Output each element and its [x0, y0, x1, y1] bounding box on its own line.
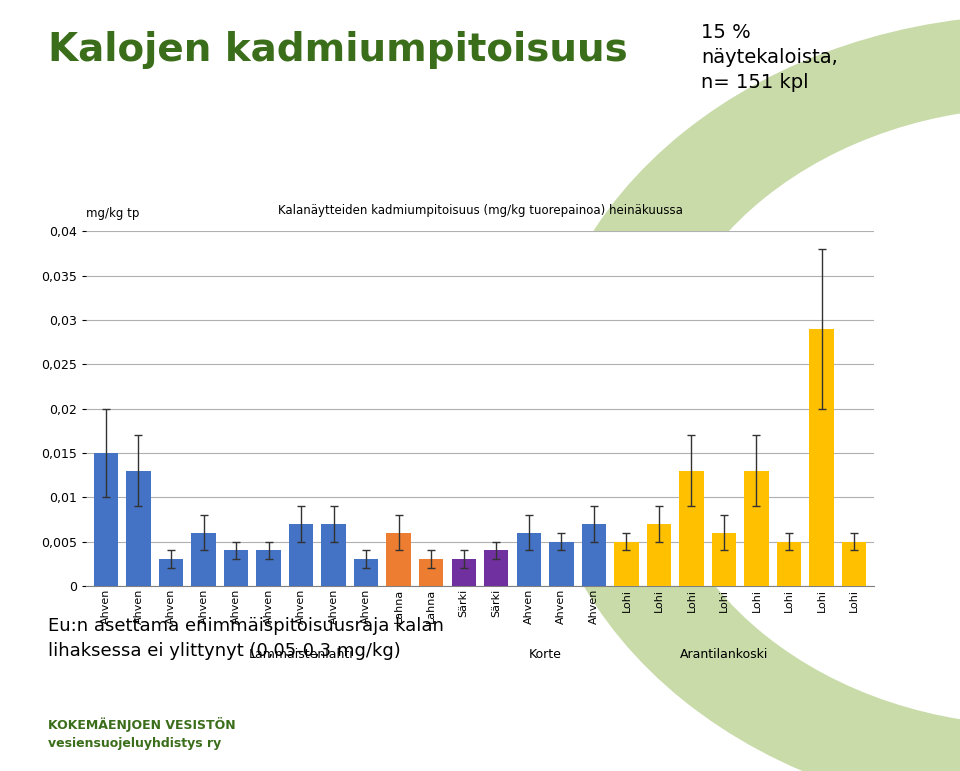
Text: Lammaistenlahti: Lammaistenlahti — [249, 648, 353, 662]
Text: mg/kg tp: mg/kg tp — [86, 207, 140, 220]
Bar — [451, 560, 476, 586]
Bar — [94, 453, 118, 586]
Bar — [224, 550, 249, 586]
Bar — [711, 533, 736, 586]
Bar — [647, 524, 671, 586]
Text: KOKEMÄENJOEN VESISTÖN
vesiensuojeluyhdistys ry: KOKEMÄENJOEN VESISTÖN vesiensuojeluyhdis… — [48, 717, 235, 750]
Bar — [777, 541, 802, 586]
Bar — [484, 550, 509, 586]
Bar — [387, 533, 411, 586]
Bar — [549, 541, 573, 586]
Bar — [256, 550, 280, 586]
Bar — [191, 533, 216, 586]
Bar — [582, 524, 606, 586]
Bar — [842, 541, 866, 586]
Bar — [289, 524, 313, 586]
Bar — [744, 470, 769, 586]
Circle shape — [538, 15, 960, 771]
Bar — [158, 560, 183, 586]
Bar — [614, 541, 638, 586]
Bar — [322, 524, 346, 586]
Text: Kalojen kadmiumpitoisuus: Kalojen kadmiumpitoisuus — [48, 31, 628, 69]
Text: Eu:n asettama enimmäispitoisuusraja kalan
lihaksessa ei ylittynyt (0,05-0,3 mg/k: Eu:n asettama enimmäispitoisuusraja kala… — [48, 617, 444, 660]
Text: Arantilankoski: Arantilankoski — [680, 648, 768, 662]
Bar — [680, 470, 704, 586]
Circle shape — [653, 108, 960, 725]
Bar — [809, 328, 833, 586]
Bar — [354, 560, 378, 586]
Bar — [127, 470, 151, 586]
Text: Korte: Korte — [529, 648, 562, 662]
Text: 15 %
näytekaloista,
n= 151 kpl: 15 % näytekaloista, n= 151 kpl — [701, 23, 837, 92]
Bar — [516, 533, 541, 586]
Bar — [419, 560, 444, 586]
Text: Kalanäytteiden kadmiumpitoisuus (mg/kg tuorepainoa) heinäkuussa: Kalanäytteiden kadmiumpitoisuus (mg/kg t… — [277, 204, 683, 217]
